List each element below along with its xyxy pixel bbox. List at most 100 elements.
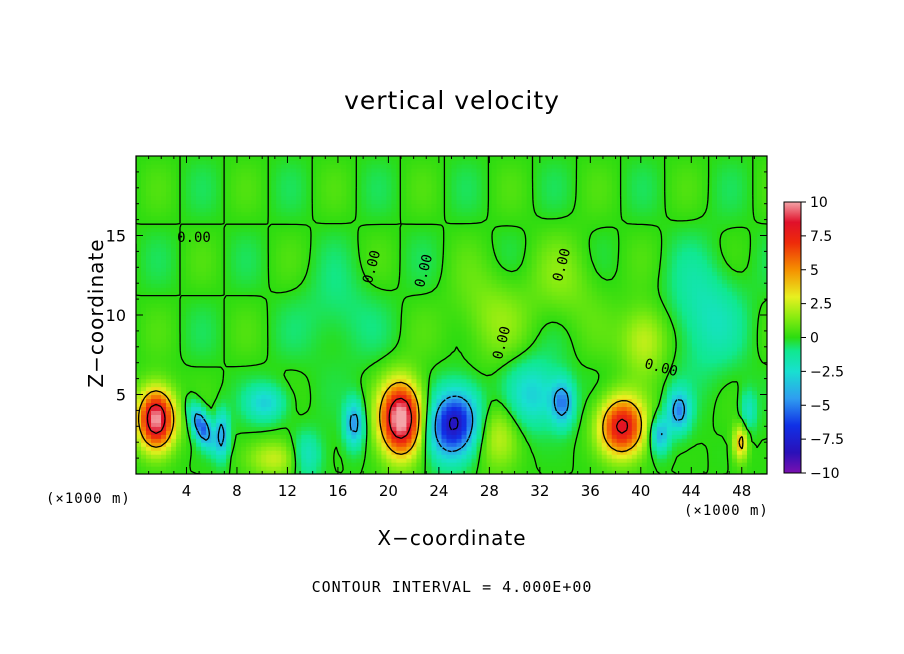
field-cell <box>251 410 257 415</box>
field-cell <box>336 334 342 340</box>
field-cell <box>371 414 377 419</box>
field-cell <box>346 466 352 471</box>
field-cell <box>591 322 598 328</box>
field-cell <box>306 442 312 447</box>
field-cell <box>171 410 177 415</box>
field-cell <box>521 318 528 324</box>
field-cell <box>521 446 528 451</box>
field-cell <box>736 462 743 467</box>
field-cell <box>436 342 443 348</box>
field-cell <box>456 442 463 447</box>
field-cell <box>286 378 292 384</box>
field-cell <box>306 446 312 451</box>
field-cell <box>476 470 483 474</box>
field-cell <box>426 398 433 404</box>
field-cell <box>546 338 553 344</box>
field-cell <box>476 318 483 324</box>
field-cell <box>716 358 723 364</box>
field-cell <box>151 334 157 340</box>
field-cell <box>181 362 187 368</box>
field-cell <box>601 462 608 467</box>
field-cell <box>491 410 498 415</box>
field-cell <box>556 434 563 439</box>
field-cell <box>726 462 733 467</box>
field-cell <box>331 315 337 320</box>
field-cell <box>481 354 488 360</box>
field-cell <box>481 338 488 344</box>
field-cell <box>476 398 483 404</box>
field-cell <box>556 350 563 356</box>
field-cell <box>366 318 372 324</box>
field-cell <box>306 342 312 348</box>
field-cell <box>541 418 548 423</box>
field-cell <box>286 334 292 340</box>
field-cell <box>656 374 663 380</box>
field-cell <box>221 366 227 372</box>
field-cell <box>496 394 503 400</box>
field-cell <box>146 350 152 356</box>
field-cell <box>486 390 493 396</box>
field-cell <box>621 358 628 364</box>
field-cell <box>181 422 187 427</box>
field-cell <box>401 390 408 396</box>
field-cell <box>656 462 663 467</box>
field-cell <box>226 466 232 471</box>
field-cell <box>551 434 558 439</box>
field-cell <box>541 330 548 336</box>
field-cell <box>251 358 257 364</box>
field-cell <box>211 346 217 352</box>
field-cell <box>346 334 352 340</box>
field-cell <box>331 334 337 340</box>
field-cell <box>371 362 377 368</box>
field-cell <box>631 350 638 356</box>
field-cell <box>436 358 443 364</box>
field-cell <box>186 318 192 324</box>
field-cell <box>291 334 297 340</box>
field-cell <box>736 422 743 427</box>
field-cell <box>511 315 518 320</box>
field-cell <box>291 458 297 463</box>
field-cell <box>616 458 623 463</box>
field-cell <box>296 438 302 443</box>
field-cell <box>206 318 212 324</box>
field-cell <box>261 358 267 364</box>
field-cell <box>736 454 743 459</box>
field-cell <box>236 462 242 467</box>
field-cell <box>471 338 478 344</box>
field-cell <box>241 338 247 344</box>
field-cell <box>731 382 738 388</box>
field-cell <box>546 466 553 471</box>
field-cell <box>591 346 598 352</box>
field-cell <box>251 366 257 372</box>
field-cell <box>491 442 498 447</box>
field-cell <box>136 406 142 411</box>
field-cell <box>311 318 317 324</box>
field-cell <box>286 330 292 336</box>
field-cell <box>701 430 708 435</box>
field-cell <box>201 394 207 400</box>
field-cell <box>586 418 593 423</box>
field-cell <box>731 398 738 404</box>
field-cell <box>181 434 187 439</box>
field-cell <box>581 398 588 404</box>
field-cell <box>391 406 398 411</box>
field-cell <box>181 322 187 328</box>
field-cell <box>581 322 588 328</box>
field-cell <box>451 454 458 459</box>
field-cell <box>366 350 372 356</box>
field-cell <box>761 338 767 344</box>
field-cell <box>561 438 568 443</box>
field-cell <box>266 466 272 471</box>
field-cell <box>341 326 347 332</box>
field-cell <box>236 394 242 400</box>
field-cell <box>156 390 162 396</box>
field-cell <box>741 394 748 400</box>
field-cell <box>181 318 187 324</box>
field-cell <box>491 346 498 352</box>
field-cell <box>226 430 232 435</box>
field-cell <box>666 422 673 427</box>
field-cell <box>331 362 337 368</box>
field-cell <box>551 362 558 368</box>
field-cell <box>366 466 372 471</box>
field-cell <box>286 442 292 447</box>
